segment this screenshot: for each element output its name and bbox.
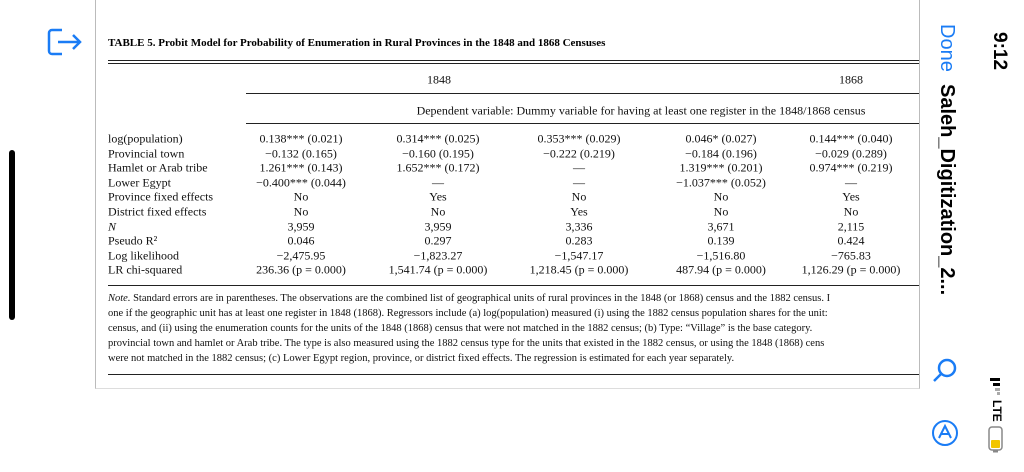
document-page: TABLE 5. Probit Model for Probability of…	[95, 0, 920, 389]
table-cell: Yes	[429, 189, 447, 204]
table-cell: −0.222 (0.219)	[543, 146, 615, 161]
subheader: Dependent variable: Dummy variable for h…	[416, 103, 866, 118]
table-cell: −1,516.80	[696, 248, 746, 263]
group-header: 1868	[839, 72, 863, 87]
table-cell: 0.144*** (0.040)	[809, 131, 893, 146]
note-text: census, and (ii) using the enumeration c…	[108, 323, 813, 334]
note-label: Note.	[108, 293, 131, 304]
table-cell: 0.139	[707, 233, 735, 248]
table-cell: No	[293, 189, 309, 204]
table-cell: No	[713, 189, 729, 204]
row-label: Hamlet or Arab tribe	[108, 160, 208, 175]
table-cell: −1,547.17	[554, 248, 604, 263]
table-cell: −765.83	[831, 248, 871, 263]
table-cell: 3,671	[707, 219, 735, 234]
table-cell: 0.314*** (0.025)	[396, 131, 480, 146]
note-line: Note. Standard errors are in parentheses…	[108, 293, 830, 304]
table-cell: 1.652*** (0.172)	[396, 160, 480, 175]
table-cell: 487.94 (p = 0.000)	[676, 262, 766, 277]
home-indicator	[9, 150, 15, 320]
share-icon[interactable]	[46, 26, 86, 58]
table-cell: No	[293, 204, 309, 219]
table-cell: −0.132 (0.165)	[265, 146, 337, 161]
table-cell: Yes	[842, 189, 860, 204]
note-line: provincial town and hamlet or Arab tribe…	[108, 338, 824, 349]
table-cell: 3,959	[424, 219, 452, 234]
table-cell: −0.184 (0.196)	[685, 146, 757, 161]
table-cell: 3,336	[565, 219, 593, 234]
table-cell: 236.36 (p = 0.000)	[256, 262, 346, 277]
table-cell: −1,823.27	[413, 248, 463, 263]
table-cell: 0.046* (0.027)	[685, 131, 757, 146]
table-cell: 2,115	[837, 219, 865, 234]
rule	[108, 63, 919, 64]
table-cell: 3,959	[287, 219, 315, 234]
table-cell: No	[713, 204, 729, 219]
table-cell: —	[845, 175, 857, 190]
note-line: were not matched in the 1882 census; (c)…	[108, 353, 734, 364]
note-text: Standard errors are in parentheses. The …	[133, 293, 831, 304]
document-title: Saleh_Digitization_2...	[936, 84, 958, 296]
table-cell: 0.046	[287, 233, 315, 248]
table-cell: No	[571, 189, 587, 204]
row-label: N	[108, 219, 117, 234]
table-cell: Yes	[570, 204, 588, 219]
group-header: 1848	[427, 72, 451, 87]
table-cell: 1.319*** (0.201)	[679, 160, 763, 175]
network-label: LTE	[990, 400, 1004, 422]
row-label: District fixed effects	[108, 204, 207, 219]
table-cell: 0.283	[565, 233, 593, 248]
rule	[246, 93, 919, 94]
note-text: were not matched in the 1882 census; (c)…	[108, 353, 735, 364]
rule	[108, 285, 919, 286]
note-line: census, and (ii) using the enumeration c…	[108, 323, 812, 334]
table-cell: 0.138*** (0.021)	[259, 131, 343, 146]
rule	[108, 60, 919, 61]
done-button[interactable]: Done	[936, 24, 958, 72]
row-label: Log likelihood	[108, 248, 179, 263]
signal-icon	[990, 378, 1000, 395]
table-cell: −2,475.95	[276, 248, 326, 263]
table-cell: 1,541.74 (p = 0.000)	[388, 262, 488, 277]
table-cell: No	[843, 204, 859, 219]
table-cell: −1.037*** (0.052)	[676, 175, 766, 190]
table-cell: —	[573, 175, 585, 190]
table-cell: 0.974*** (0.219)	[809, 160, 893, 175]
row-label: log(population)	[108, 131, 183, 146]
status-time: 9:12	[989, 32, 1010, 71]
note-text: one if the geographic unit has at least …	[108, 308, 828, 319]
table-cell: 1,126.29 (p = 0.000)	[801, 262, 901, 277]
table-cell: —	[432, 175, 444, 190]
row-label: Provincial town	[108, 146, 185, 161]
search-icon[interactable]	[930, 356, 960, 386]
table-cell: 1.261*** (0.143)	[259, 160, 343, 175]
table-cell: −0.160 (0.195)	[402, 146, 474, 161]
table-cell: 0.353*** (0.029)	[537, 131, 621, 146]
rule	[108, 374, 919, 375]
table-cell: 0.297	[424, 233, 452, 248]
table-cell: No	[430, 204, 446, 219]
rule	[246, 123, 919, 124]
row-label: Lower Egypt	[108, 175, 171, 190]
table-cell: 0.424	[837, 233, 865, 248]
table-cell: −0.029 (0.289)	[815, 146, 887, 161]
table-cell: 1,218.45 (p = 0.000)	[529, 262, 629, 277]
battery-icon	[988, 426, 1003, 453]
table-title: TABLE 5. Probit Model for Probability of…	[108, 37, 606, 49]
note-text: provincial town and hamlet or Arab tribe…	[108, 338, 825, 349]
row-label: LR chi-squared	[108, 262, 183, 277]
note-line: one if the geographic unit has at least …	[108, 308, 828, 319]
table-cell: —	[573, 160, 585, 175]
table-cell: −0.400*** (0.044)	[256, 175, 346, 190]
row-label: Province fixed effects	[108, 189, 214, 204]
row-label: Pseudo R²	[108, 233, 158, 248]
markup-icon[interactable]	[930, 418, 960, 448]
